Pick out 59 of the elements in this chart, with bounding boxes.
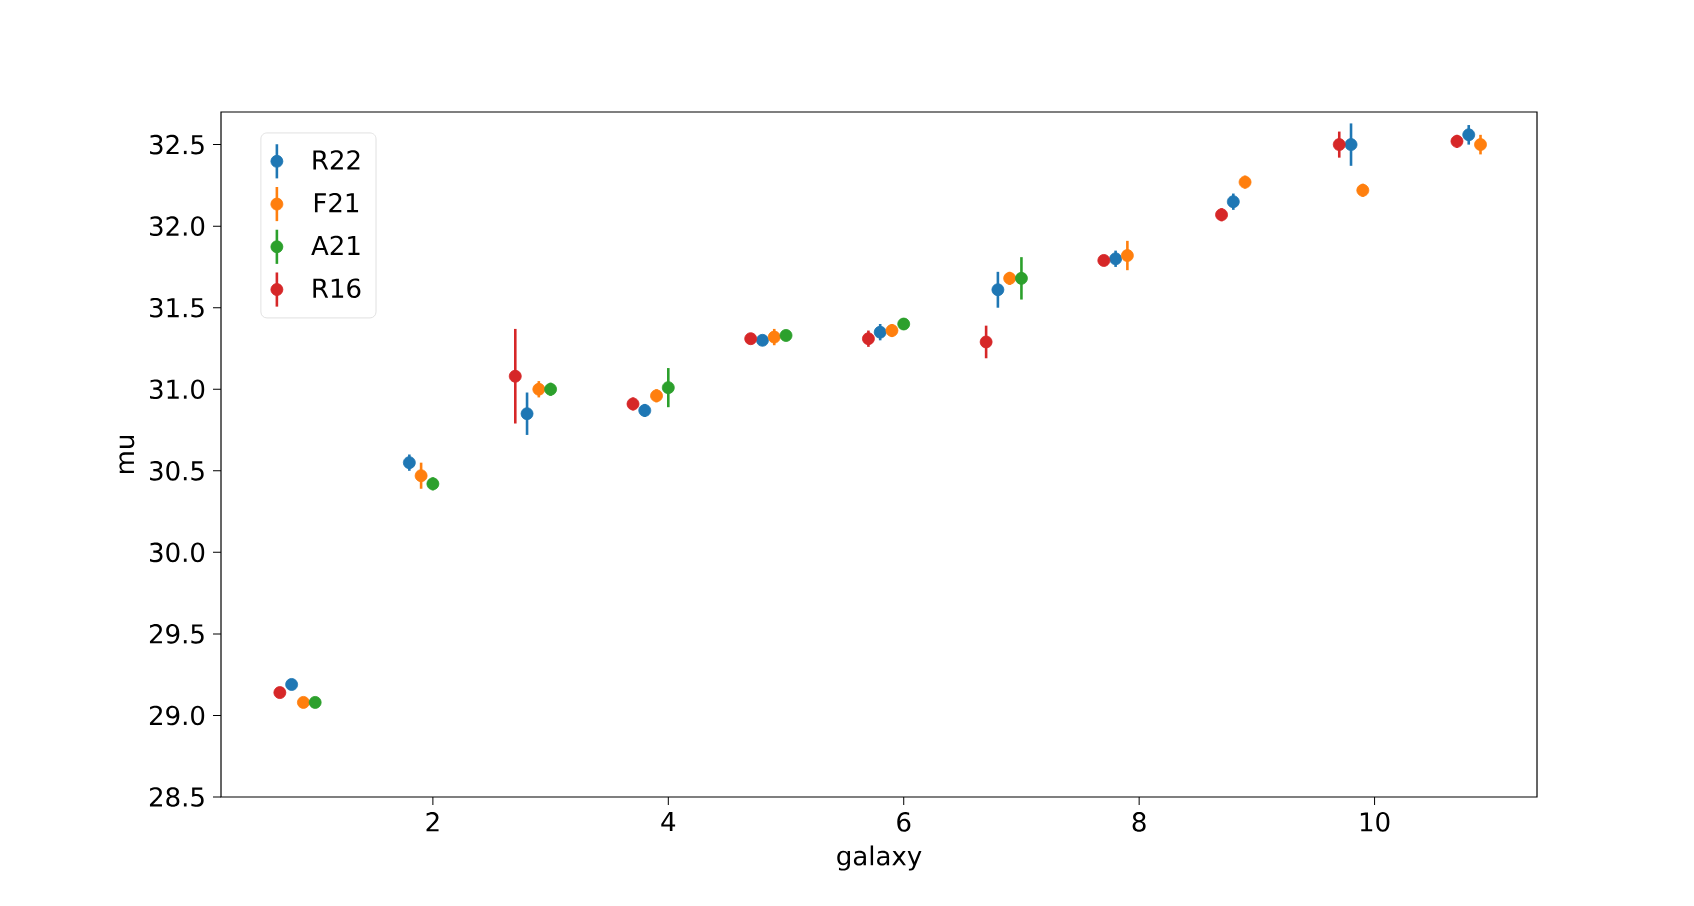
point [273,686,287,700]
point [520,407,534,421]
point [508,369,522,383]
point [862,332,875,346]
y-tick-label: 32.0 [150,216,205,236]
y-tick-label: 29.5 [149,624,204,644]
x-tick-label: 4 [661,812,676,832]
point [1462,128,1476,142]
point [779,329,793,342]
y-tick-label: 30.5 [150,460,204,481]
point [744,332,758,346]
point [1003,271,1017,285]
y-tick-label: 29.0 [149,705,205,726]
point [1450,134,1464,148]
point [650,389,663,403]
point [979,335,993,349]
point [897,317,911,331]
point [402,456,416,470]
y-tick-label: 31.0 [150,379,205,400]
x-tick-label: 10 [1360,812,1390,832]
point [1474,138,1487,152]
point [991,283,1005,297]
y-axis-title: mu [119,435,135,474]
point [1120,249,1134,262]
y-tick-label: 32.5 [150,134,204,155]
point [1097,254,1111,267]
y-tick-label: 30.0 [150,542,205,563]
legend-label: F21 [314,192,359,213]
point [661,381,675,395]
point [426,477,440,491]
legend-label: R16 [313,278,361,299]
x-tick-label: 6 [897,812,911,832]
point [1238,175,1252,189]
point [1332,138,1346,152]
point [1344,138,1358,152]
point [885,324,899,337]
y-tick-label: 31.5 [150,297,204,318]
point [297,696,310,709]
point [1356,183,1370,197]
point [285,678,299,691]
point [767,330,781,344]
y-tick-label: 28.5 [149,787,204,807]
legend-label: R22 [313,150,360,170]
point [414,469,428,483]
point [756,333,769,347]
x-tick-label: 2 [426,812,439,832]
point [626,397,640,411]
point [1215,208,1228,222]
point [532,382,546,396]
point [308,696,322,709]
x-tick-label: 8 [1132,812,1146,832]
legend-label: A21 [311,235,360,255]
point [1109,252,1123,266]
point [638,404,652,417]
point [1015,271,1028,285]
point [544,382,557,396]
point [1226,195,1240,209]
x-axis-title: galaxy [837,845,922,871]
point [873,325,887,339]
